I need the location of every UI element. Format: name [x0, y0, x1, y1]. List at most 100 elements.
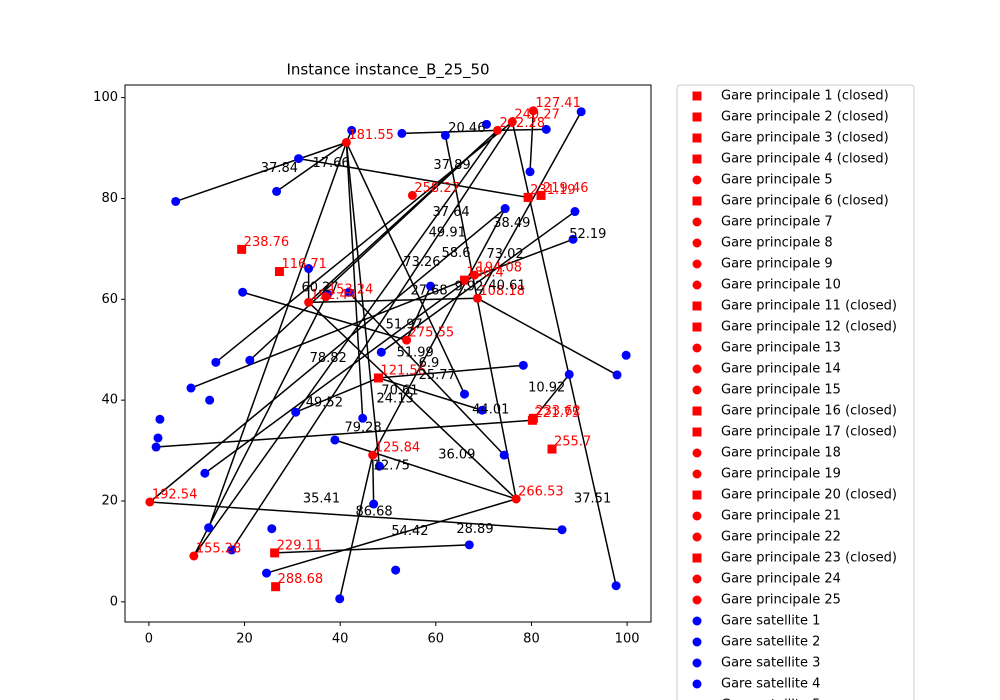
satellite-point [482, 119, 492, 129]
satellite-point [576, 107, 586, 117]
legend-label: Gare satellite 3 [721, 656, 820, 671]
marks [145, 106, 631, 604]
x-tick-label: 100 [615, 632, 640, 647]
principal-point [507, 117, 517, 127]
link-label: 37.84 [261, 161, 298, 176]
principal-point [493, 125, 503, 135]
cost-label: 221.75 [534, 406, 580, 421]
satellite-point [464, 540, 474, 550]
legend-label: Gare satellite 4 [721, 677, 820, 692]
link [149, 207, 506, 503]
cost-label: 192.54 [152, 487, 198, 502]
principal-point [547, 444, 557, 454]
legend-marker [692, 679, 702, 689]
link [266, 498, 517, 574]
legend-marker [692, 364, 702, 374]
legend-marker [692, 658, 702, 668]
satellite-point [500, 204, 510, 214]
cost-label: 262.28 [500, 116, 546, 131]
legend-label: Gare principale 6 (closed) [721, 194, 889, 209]
link-label: 58.6 [442, 246, 471, 261]
satellite-point [151, 442, 161, 452]
links [149, 110, 618, 599]
link-label: 10.92 [528, 381, 565, 396]
legend-label: Gare principale 5 [721, 173, 833, 188]
satellite-point [460, 389, 470, 399]
link-label: 51.99 [397, 346, 434, 361]
legend-marker [692, 574, 702, 584]
legend-label: Gare principale 25 [721, 593, 841, 608]
link [276, 141, 347, 193]
legend-label: Gare principale 7 [721, 215, 833, 230]
satellite-point [499, 450, 509, 460]
link [371, 455, 375, 505]
legend-label: Gare principale 8 [721, 236, 833, 251]
x-tick-label: 80 [523, 632, 540, 647]
legend-marker [692, 154, 702, 164]
link-label: 37.51 [574, 491, 611, 506]
link-label: 6.9 [419, 356, 440, 371]
legend-label: Gare satellite 2 [721, 635, 820, 650]
satellite-point [186, 383, 196, 393]
legend-label: Gare principale 23 (closed) [721, 551, 897, 566]
legend-marker [692, 616, 702, 626]
satellite-point [347, 125, 357, 135]
legend-label: Gare satellite 1 [721, 614, 820, 629]
link [529, 110, 535, 172]
y-tick-label: 100 [93, 90, 118, 105]
link [378, 364, 524, 379]
link [215, 121, 513, 363]
legend-marker [692, 217, 702, 227]
legend-label: Gare principale 19 [721, 467, 841, 482]
link [464, 238, 574, 281]
legend-marker [692, 196, 702, 206]
satellite-point [153, 433, 163, 443]
cost-label: 238.76 [244, 235, 290, 250]
link [193, 129, 499, 557]
legend-label: Gare principale 1 (closed) [721, 89, 889, 104]
legend-label: Gare principale 17 (closed) [721, 425, 897, 440]
satellite-point [200, 468, 210, 478]
x-tick-label: 40 [332, 632, 349, 647]
principal-point [470, 270, 480, 280]
satellite-point [205, 395, 215, 405]
y-tick-label: 0 [110, 594, 118, 609]
legend-marker [692, 385, 702, 395]
satellite-point [541, 124, 551, 134]
legend-marker [692, 427, 702, 437]
link [175, 141, 347, 203]
cost-label: 231.19 [530, 183, 576, 198]
satellite-point [369, 499, 379, 509]
legend-marker [692, 469, 702, 479]
principal-point [528, 106, 538, 116]
principal-point [271, 582, 281, 592]
x-tick-label: 20 [236, 632, 253, 647]
principal-point [402, 335, 412, 345]
link-label: 27.68 [410, 284, 447, 299]
principal-point [321, 292, 331, 302]
legend-label: Gare principale 3 (closed) [721, 131, 889, 146]
link-label: 37.64 [432, 205, 469, 220]
link-label: 28.89 [456, 522, 493, 537]
cost-label: 125.84 [375, 441, 421, 456]
link-label: 44.01 [472, 403, 509, 418]
link-label: 70.61 [381, 384, 418, 399]
y-tick-label: 20 [101, 493, 118, 508]
link [531, 373, 570, 421]
link [308, 301, 517, 500]
cost-label: 240.27 [514, 107, 560, 122]
link [193, 296, 327, 557]
link [338, 454, 374, 599]
cost-label: 194.08 [477, 261, 523, 276]
satellite-point [477, 405, 487, 415]
link-label: 25.77 [419, 368, 456, 383]
cost-label: 116.71 [281, 257, 327, 272]
legend-marker [692, 406, 702, 416]
cost-label: 288.68 [278, 572, 324, 587]
satellite-point [330, 435, 340, 445]
link [295, 377, 379, 413]
cost-label: 181.55 [348, 128, 394, 143]
satellite-point [611, 581, 621, 591]
link [149, 501, 563, 531]
